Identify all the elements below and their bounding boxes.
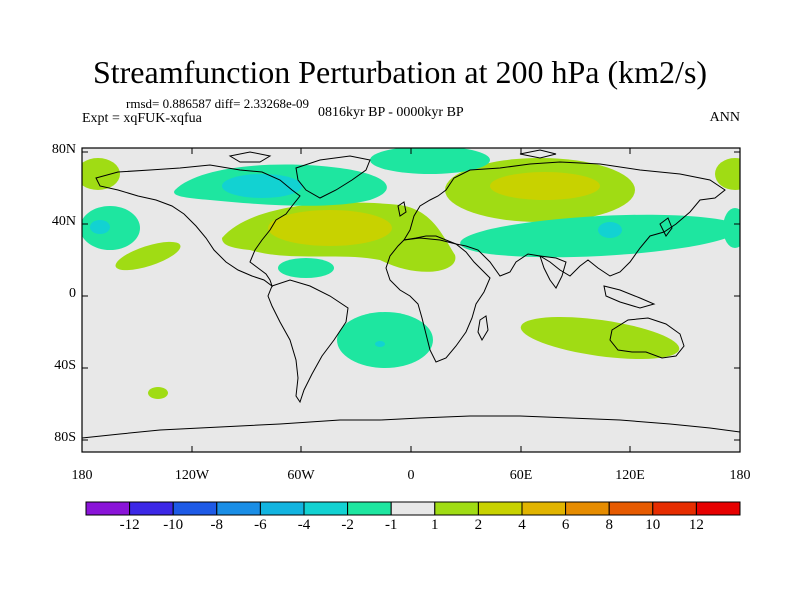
- colorbar-box: [303, 501, 349, 516]
- y-tick-40n: 40N: [51, 214, 76, 229]
- season-label: ANN: [709, 110, 740, 125]
- colorbar-box: [434, 501, 479, 516]
- colorbar-label: 2: [474, 517, 483, 533]
- colorbar-box: [129, 501, 174, 516]
- y-tick-marks: [82, 151, 740, 441]
- colorbar-label: -2: [341, 517, 354, 533]
- colorbar-label: 10: [645, 517, 661, 533]
- period-label: 0816kyr BP - 0000kyr BP: [318, 105, 464, 120]
- colorbar-label: -8: [210, 517, 224, 533]
- coastlines: [82, 149, 740, 439]
- rmsd-stats: rmsd= 0.886587 diff= 2.33268e-09: [126, 96, 310, 111]
- x-tick-marks: [81, 148, 741, 452]
- field-shading: [82, 148, 740, 399]
- colorbar-label: 12: [688, 517, 704, 533]
- x-tick-60e: 60E: [509, 468, 533, 483]
- colorbar-box: [347, 501, 392, 516]
- colorbar-box: [172, 501, 218, 516]
- colorbar-box: [695, 501, 741, 516]
- y-tick-80s: 80S: [54, 430, 76, 445]
- x-tick-0: 0: [407, 468, 415, 483]
- colorbar-label: -4: [297, 517, 311, 533]
- y-tick-0: 0: [69, 286, 76, 301]
- colorbar-label: 1: [431, 517, 439, 533]
- x-tick-120w: 120W: [174, 468, 210, 483]
- colorbar-box: [477, 501, 523, 516]
- colorbar-box: [390, 501, 436, 516]
- y-tick-80n: 80N: [51, 142, 76, 157]
- x-tick-120e: 120E: [615, 468, 645, 483]
- colorbar-label: 8: [605, 517, 613, 533]
- colorbar-label: -6: [254, 517, 267, 533]
- colorbar: [85, 501, 741, 516]
- colorbar-box: [608, 501, 654, 516]
- colorbar-label: -12: [119, 517, 140, 533]
- colorbar-box: [565, 501, 610, 516]
- colorbar-box: [85, 501, 131, 516]
- x-tick-180e: 180: [729, 468, 751, 483]
- plot-title: Streamfunction Perturbation at 200 hPa (…: [92, 54, 708, 90]
- colorbar-label: -10: [163, 517, 184, 533]
- colorbar-box: [259, 501, 305, 516]
- y-tick-40s: 40S: [54, 358, 76, 373]
- x-tick-60w: 60W: [287, 468, 315, 483]
- colorbar-box: [521, 501, 567, 516]
- colorbar-label: 4: [518, 517, 526, 533]
- colorbar-box: [652, 501, 697, 516]
- colorbar-label: 6: [561, 517, 570, 533]
- colorbar-box: [216, 501, 261, 516]
- x-tick-180w: 180: [71, 468, 93, 483]
- experiment-label: Expt = xqFUK-xqfua: [82, 111, 202, 126]
- colorbar-label: -1: [384, 517, 398, 533]
